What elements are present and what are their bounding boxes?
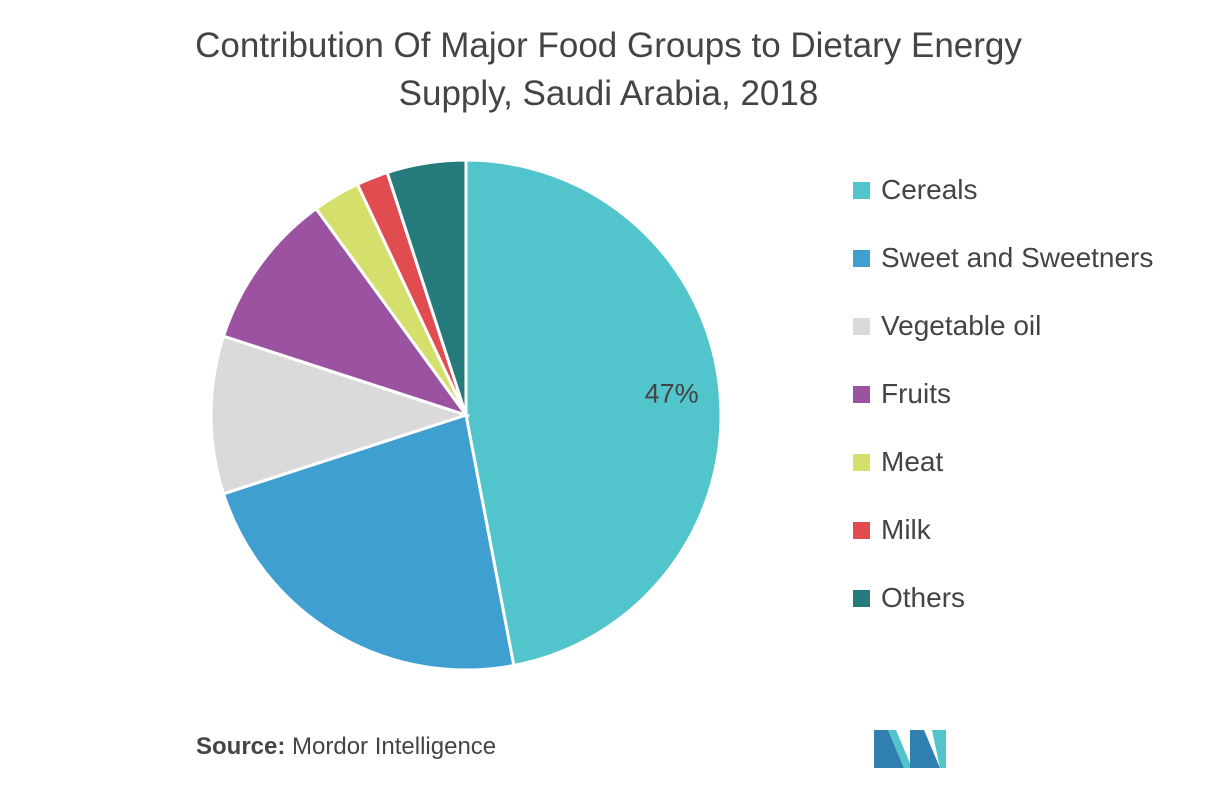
legend-item-others: Others [853, 578, 1153, 646]
legend-swatch-meat [853, 454, 870, 471]
chart-legend: Cereals Sweet and Sweetners Vegetable oil F… [853, 170, 1153, 646]
legend-label-fruits: Fruits [881, 378, 951, 409]
pie-slice-sweet-and-sweetners [221, 413, 516, 672]
legend-item-vegetable-oil: Vegetable oil [853, 306, 1153, 374]
legend-swatch-fruits [853, 386, 870, 403]
pie-slice-fruits [221, 206, 470, 418]
source-text: Mordor Intelligence [292, 733, 497, 760]
legend-label-vegetable-oil: Vegetable oil [881, 310, 1042, 341]
legend-swatch-others [853, 590, 870, 607]
legend-label-meat: Meat [881, 446, 944, 477]
pie-slice-others [385, 158, 468, 416]
legend-item-fruits: Fruits [853, 374, 1153, 442]
pie-chart: 47% [209, 158, 723, 672]
legend-item-cereals: Cereals [853, 170, 1153, 238]
legend-swatch-milk [853, 522, 870, 539]
legend-swatch-cereals [853, 182, 870, 199]
mordor-intelligence-logo-icon [874, 730, 946, 768]
legend-item-sweet-and-sweetners: Sweet and Sweetners [853, 238, 1153, 306]
legend-label-others: Others [881, 582, 966, 613]
data-label-cereals: 47% [645, 379, 699, 409]
chart-title-line-1: Contribution Of Major Food Groups to Die… [195, 26, 1022, 65]
pie-slice-vegetable-oil [209, 334, 471, 496]
chart-title-line-2: Supply, Saudi Arabia, 2018 [398, 74, 819, 113]
legend-swatch-vegetable-oil [853, 318, 870, 335]
legend-label-cereals: Cereals [881, 174, 978, 205]
pie-slice-cereals [464, 158, 723, 668]
legend-label-milk: Milk [881, 514, 931, 545]
legend-item-milk: Milk [853, 510, 1153, 578]
chart-title: Contribution Of Major Food Groups to Die… [0, 22, 1217, 118]
source-note: Source: Mordor Intelligence [196, 733, 496, 761]
legend-item-meat: Meat [853, 442, 1153, 510]
source-label: Source: [196, 733, 286, 760]
legend-label-sweet-and-sweetners: Sweet and Sweetners [881, 242, 1154, 273]
legend-swatch-sweet-and-sweetners [853, 250, 870, 267]
